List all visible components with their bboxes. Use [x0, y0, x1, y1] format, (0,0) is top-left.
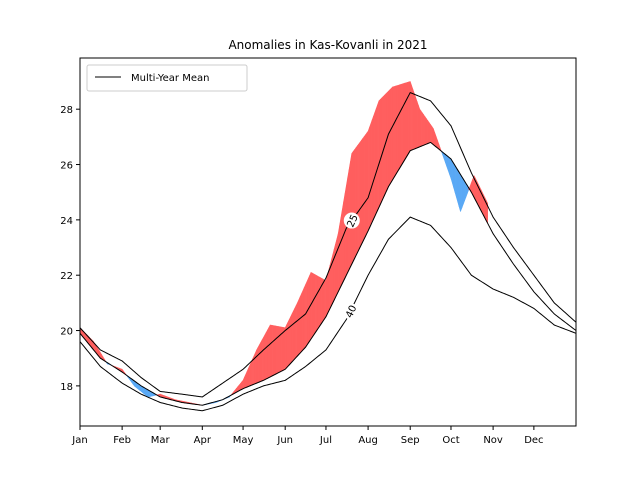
y-tick-label-28: 28	[60, 105, 73, 116]
x-tick-label-oct: Oct	[442, 435, 459, 446]
x-tick-label-aug: Aug	[358, 435, 378, 446]
x-tick-label-may: May	[233, 435, 254, 446]
plot-area	[80, 81, 576, 412]
lower-envelope-line	[80, 216, 576, 412]
x-tick-label-nov: Nov	[483, 435, 503, 446]
axes: Jan Feb Mar Apr May Jun Jul Aug Sep Oct Nov Dec 18 20…	[60, 57, 577, 446]
y-tick-label-20: 20	[60, 327, 73, 338]
y-tick-label-22: 22	[60, 271, 73, 282]
plot-content	[80, 81, 576, 412]
contour-label-0: 25	[345, 213, 360, 229]
x-tick-label-dec: Dec	[524, 435, 543, 446]
y-tick-label-24: 24	[60, 216, 73, 227]
chart-title: Anomalies in Kas-Kovanli in 2021	[228, 38, 427, 52]
legend: Multi-Year Mean	[86, 64, 248, 92]
x-tick-label-apr: Apr	[194, 435, 212, 446]
x-tick-label-jun: Jun	[276, 435, 293, 446]
legend-mean-label: Multi-Year Mean	[131, 73, 209, 84]
contour-label-bg-1	[342, 303, 359, 320]
x-tick-label-jul: Jul	[319, 435, 332, 446]
x-tick-label-jan: Jan	[71, 435, 87, 446]
y-tick-label-26: 26	[60, 161, 73, 172]
multi-year-mean-line	[80, 141, 576, 406]
x-tick-label-feb: Feb	[113, 435, 131, 446]
y-tick-label-18: 18	[60, 382, 73, 393]
contour-label-1: 40	[344, 304, 359, 320]
x-tick-label-mar: Mar	[151, 435, 171, 446]
contour-label-bg-0	[343, 212, 360, 229]
x-tick-label-sep: Sep	[401, 435, 420, 446]
legend-box	[86, 64, 248, 92]
upper-envelope-line	[80, 91, 576, 398]
contour-labels: 25 40	[342, 212, 361, 320]
plot-frame	[79, 57, 577, 427]
